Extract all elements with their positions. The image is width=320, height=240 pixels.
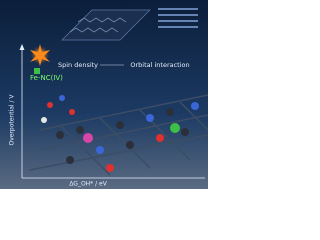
y-axis-label: Overpotential / V [9, 94, 16, 146]
matrix-text [158, 8, 198, 28]
axes [19, 44, 205, 179]
graphical-abstract: Fe-NC(IV) Spin density Orbital interacti… [0, 0, 208, 189]
spin-star [30, 44, 50, 66]
spin-label: Spin density [58, 61, 98, 69]
x-axis-label: ΔG_OH* / eV [69, 181, 108, 188]
atoms [34, 68, 199, 172]
graphene-sheet [29, 94, 208, 176]
orbital-label: Orbital interaction [130, 61, 189, 69]
lattice-panel [61, 9, 151, 41]
catalyst-label: Fe-NC(IV) [30, 74, 63, 82]
